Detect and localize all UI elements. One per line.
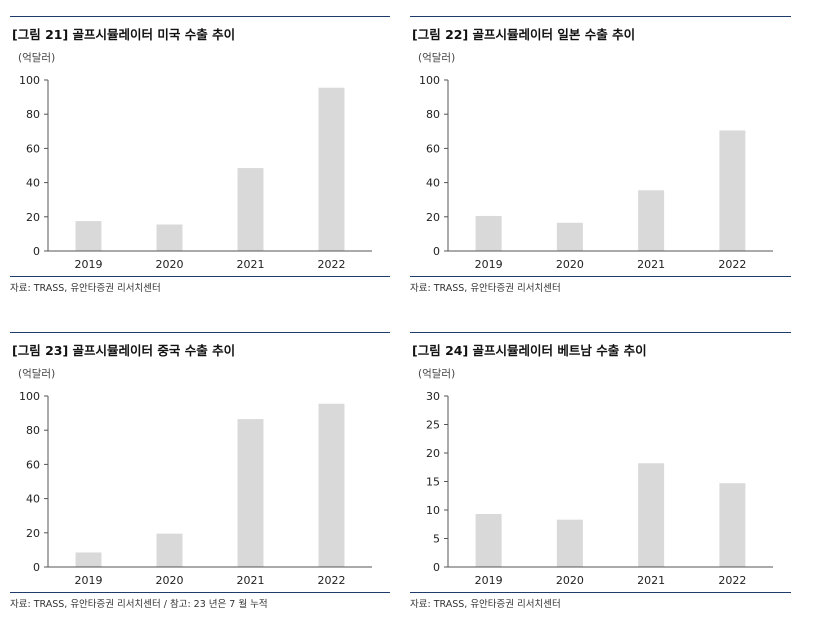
y-tick-label: 0	[433, 245, 440, 258]
x-tick-label: 2021	[237, 258, 265, 271]
source-note: 자료: TRASS, 유안타증권 리서치센터	[410, 599, 561, 610]
bar-2021	[237, 419, 264, 567]
bar-2021	[638, 190, 665, 251]
panel-bottom-rule	[10, 592, 390, 593]
bar-2022	[318, 403, 345, 567]
y-tick-label: 100	[19, 74, 40, 87]
y-tick-label: 20	[26, 527, 40, 540]
x-tick-label: 2020	[556, 258, 584, 271]
y-tick-label: 60	[426, 142, 440, 155]
x-tick-label: 2020	[556, 574, 584, 587]
chart-panel-us: [그림 21] 골프시뮬레이터 미국 수출 추이 (억달러) 0 20 40 60 80…	[10, 16, 390, 298]
y-tick-label: 80	[26, 424, 40, 437]
x-tick-label: 2022	[718, 258, 746, 271]
bar-2019	[75, 552, 102, 567]
y-tick-label: 60	[26, 142, 40, 155]
y-tick-label: 40	[426, 177, 440, 190]
bar-2021	[638, 463, 665, 567]
source-note: 자료: TRASS, 유안타증권 리서치센터 / 참고: 23 년은 7 월 누…	[10, 599, 268, 610]
y-tick-label: 80	[26, 108, 40, 121]
bar-2021	[237, 168, 264, 251]
y-tick-label: 30	[426, 390, 440, 403]
x-tick-label: 2019	[75, 574, 103, 587]
y-tick-label: 100	[419, 74, 440, 87]
bar-chart-vietnam: 0 5 10 15 20 25 30 2019 2020 2021 2022	[426, 390, 773, 587]
y-tick-label: 0	[33, 561, 40, 574]
x-tick-label: 2021	[637, 258, 665, 271]
panel-top-rule	[10, 16, 390, 17]
x-tick-label: 2019	[75, 258, 103, 271]
y-tick-label: 100	[19, 390, 40, 403]
y-unit-label: (억달러)	[418, 368, 456, 380]
bar-2020	[156, 533, 183, 567]
chart-title: [그림 21] 골프시뮬레이터 미국 수출 추이	[12, 27, 236, 42]
x-tick-label: 2022	[318, 574, 346, 587]
y-tick-label: 15	[426, 476, 440, 489]
x-tick-label: 2020	[156, 258, 184, 271]
y-tick-label: 40	[26, 177, 40, 190]
bar-2022	[318, 87, 345, 251]
x-tick-label: 2022	[318, 258, 346, 271]
y-unit-label: (억달러)	[18, 52, 56, 64]
bar-2019	[475, 215, 502, 251]
bar-2020	[556, 519, 583, 567]
panel-top-rule	[410, 332, 791, 333]
y-tick-label: 20	[26, 211, 40, 224]
y-tick-label: 5	[433, 533, 440, 546]
bar-chart-china: 0 20 40 60 80 100 2019 2020 2021 2022	[19, 390, 372, 587]
y-tick-label: 0	[433, 561, 440, 574]
y-tick-label: 10	[426, 504, 440, 517]
bar-2020	[156, 224, 183, 251]
y-tick-label: 0	[33, 245, 40, 258]
panel-bottom-rule	[410, 276, 791, 277]
chart-panel-japan: [그림 22] 골프시뮬레이터 일본 수출 추이 (억달러) 0 20 40 60 80…	[410, 16, 791, 298]
y-tick-label: 20	[426, 447, 440, 460]
bar-2020	[556, 222, 583, 251]
x-tick-label: 2021	[637, 574, 665, 587]
panel-bottom-rule	[410, 592, 791, 593]
panel-top-rule	[410, 16, 791, 17]
bar-2022	[719, 483, 746, 567]
x-tick-label: 2019	[475, 258, 503, 271]
chart-title: [그림 22] 골프시뮬레이터 일본 수출 추이	[412, 27, 636, 42]
x-tick-label: 2021	[237, 574, 265, 587]
bar-2019	[475, 513, 502, 567]
source-note: 자료: TRASS, 유안타증권 리서치센터	[410, 283, 561, 294]
y-tick-label: 80	[426, 108, 440, 121]
bar-chart-us: 0 20 40 60 80 100 2019 2020 2021 2022	[19, 74, 372, 271]
bar-chart-japan: 0 20 40 60 80 100 2019 2020 2021 2022	[419, 74, 773, 271]
source-note: 자료: TRASS, 유안타증권 리서치센터	[10, 283, 161, 294]
y-tick-label: 25	[426, 419, 440, 432]
y-tick-label: 20	[426, 211, 440, 224]
x-tick-label: 2020	[156, 574, 184, 587]
y-unit-label: (억달러)	[18, 368, 56, 380]
bar-2019	[75, 221, 102, 251]
bar-2022	[719, 130, 746, 251]
panel-bottom-rule	[10, 276, 390, 277]
y-tick-label: 60	[26, 458, 40, 471]
chart-panel-china: [그림 23] 골프시뮬레이터 중국 수출 추이 (억달러) 0 20 40 60 80…	[10, 332, 390, 614]
x-tick-label: 2019	[475, 574, 503, 587]
y-tick-label: 40	[26, 493, 40, 506]
chart-title: [그림 23] 골프시뮬레이터 중국 수출 추이	[12, 343, 236, 358]
x-tick-label: 2022	[718, 574, 746, 587]
y-unit-label: (억달러)	[418, 52, 456, 64]
chart-panel-vietnam: [그림 24] 골프시뮬레이터 베트남 수출 추이 (억달러) 0 5 10 15 20…	[410, 332, 791, 614]
chart-title: [그림 24] 골프시뮬레이터 베트남 수출 추이	[412, 343, 647, 358]
panel-top-rule	[10, 332, 390, 333]
